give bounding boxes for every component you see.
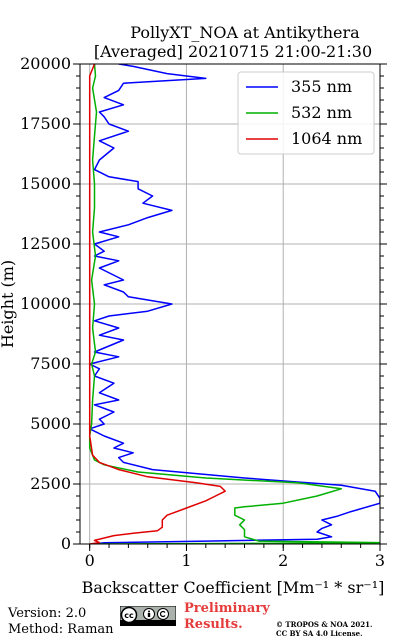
y-tick-label: 7500 xyxy=(30,354,71,373)
x-tick-label: 1 xyxy=(181,551,191,570)
y-tick-label: 10000 xyxy=(20,294,71,313)
svg-text:cc: cc xyxy=(124,611,134,620)
preliminary-results-notice: Preliminary Results. xyxy=(184,601,270,633)
y-axis-label: Height (m) xyxy=(0,260,17,348)
y-tick-label: 0 xyxy=(61,534,71,553)
legend-label: 532 nm xyxy=(291,103,352,122)
legend-label: 1064 nm xyxy=(291,129,362,148)
method-text: Method: Raman xyxy=(8,622,114,637)
data-series xyxy=(88,64,380,544)
series-line-532-nm xyxy=(88,64,380,544)
y-tick-label: 17500 xyxy=(20,114,71,133)
y-tick-label: 20000 xyxy=(20,54,71,73)
version-text: Version: 2.0 xyxy=(8,606,87,621)
preliminary-line-2: Results. xyxy=(184,617,243,632)
cc-by-sa-badge-icon: cc xyxy=(120,606,176,626)
axis-ticks: 0 1 2 3 0 2500 5000 7500 10000 12500 15000 17500 200… xyxy=(20,54,387,570)
y-tick-label: 2500 xyxy=(30,474,71,493)
x-tick-label: 2 xyxy=(278,551,288,570)
series-line-1064-nm xyxy=(88,64,226,544)
y-tick-label: 12500 xyxy=(20,234,71,253)
x-tick-label: 3 xyxy=(375,551,385,570)
series-line-355-nm xyxy=(88,64,380,544)
chart-subtitle: [Averaged] 20210715 21:00-21:30 xyxy=(94,42,372,61)
y-tick-label: 15000 xyxy=(20,174,71,193)
preliminary-line-1: Preliminary xyxy=(184,601,270,616)
copyright-line-2: CC BY SA 4.0 License. xyxy=(276,629,363,638)
copyright-line-1: © TROPOS & NOA 2021. xyxy=(276,620,373,629)
copyright-notice: © TROPOS & NOA 2021. CC BY SA 4.0 Licens… xyxy=(276,620,372,638)
legend-label: 355 nm xyxy=(291,77,352,96)
legend: 355 nm 532 nm 1064 nm xyxy=(237,71,375,155)
legend-box xyxy=(237,71,375,155)
x-axis-label: Backscatter Coefficient [Mm⁻¹ * sr⁻¹] xyxy=(82,578,385,597)
chart-title: PollyXT_NOA at Antikythera xyxy=(130,23,360,42)
x-tick-label: 0 xyxy=(85,551,95,570)
y-tick-label: 5000 xyxy=(30,414,71,433)
